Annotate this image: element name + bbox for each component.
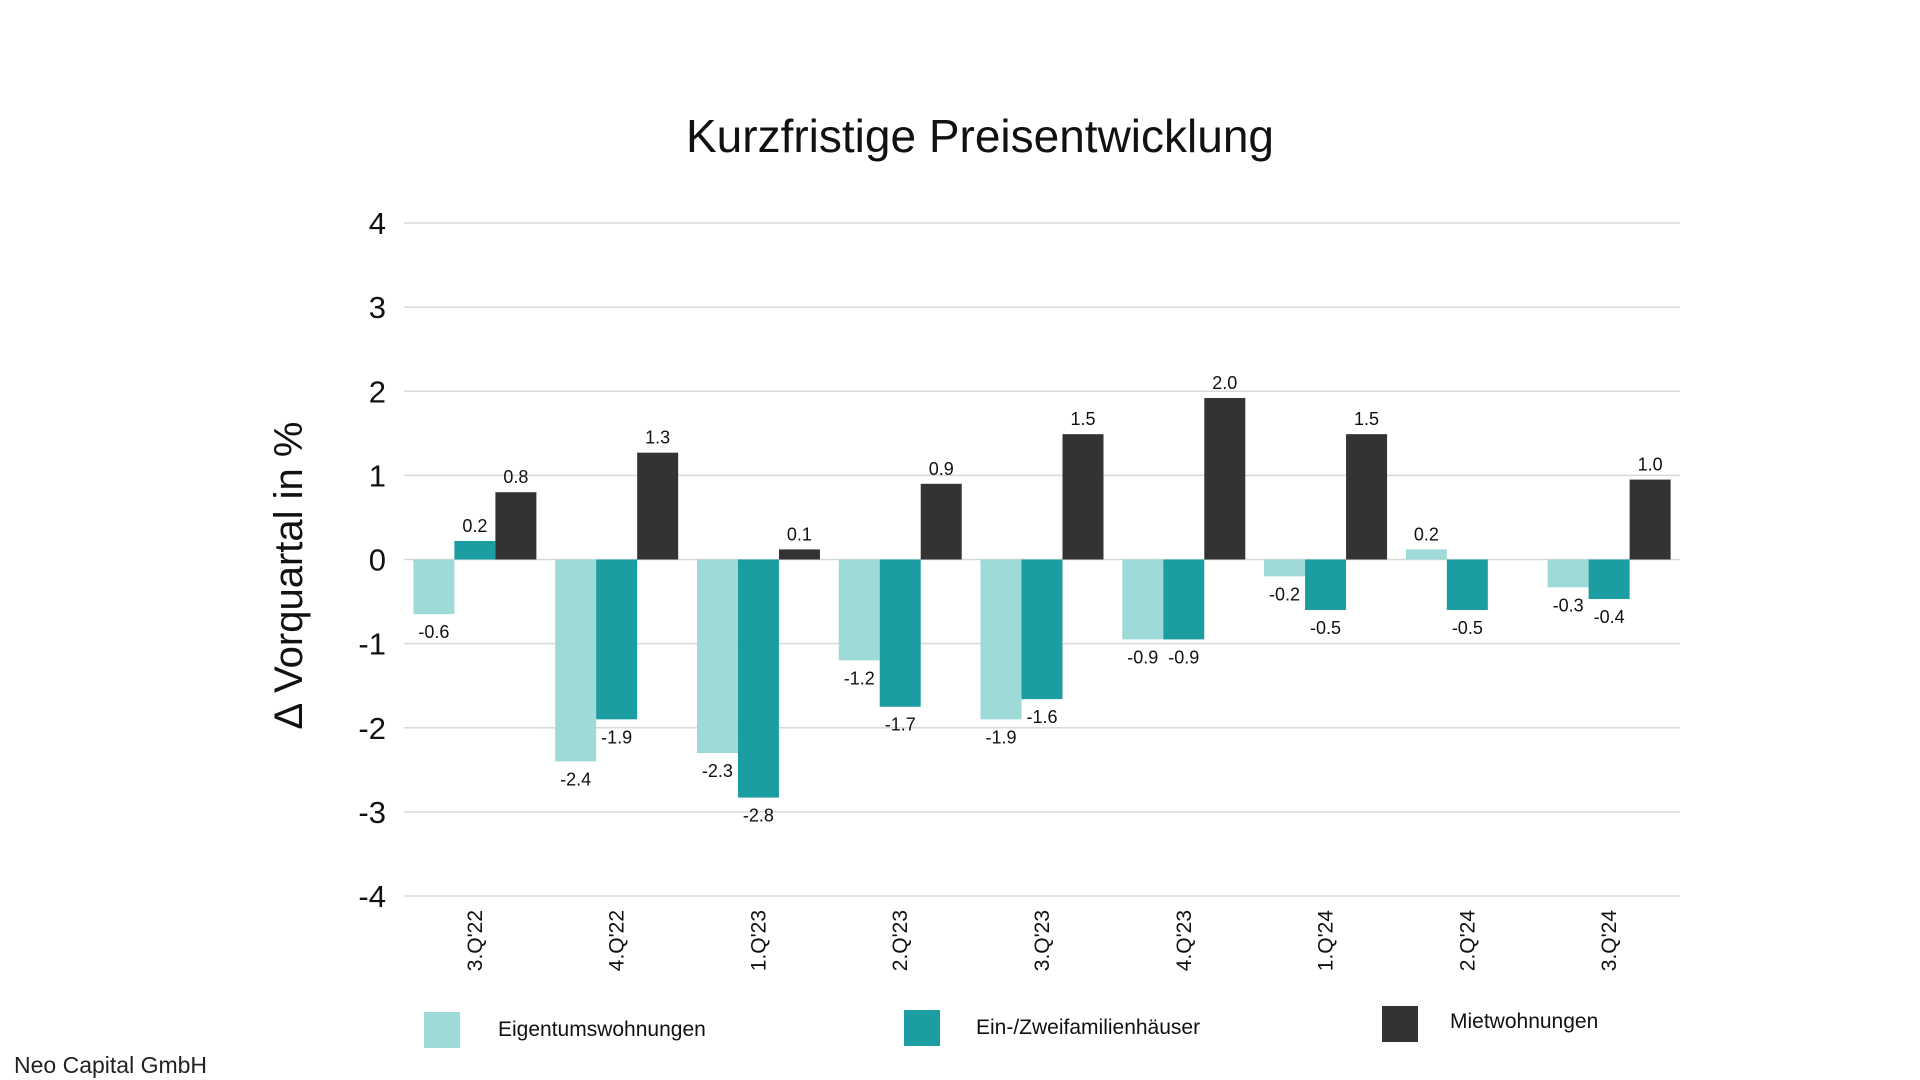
legend-swatch-mietwohnungen bbox=[1382, 1006, 1418, 1042]
bar bbox=[454, 540, 496, 560]
data-label: 0.9 bbox=[929, 459, 954, 479]
data-label: 1.5 bbox=[1070, 409, 1095, 429]
data-label: 0.1 bbox=[787, 524, 812, 544]
bar bbox=[1062, 434, 1104, 560]
bar bbox=[1629, 479, 1671, 560]
bar bbox=[413, 559, 455, 615]
legend-swatch-ein-zweifamilienhaeuser bbox=[904, 1010, 940, 1046]
data-label: -0.2 bbox=[1269, 584, 1300, 604]
x-tick-label: 4.Q'23 bbox=[1173, 910, 1196, 971]
bar bbox=[838, 559, 880, 661]
data-label: -1.9 bbox=[601, 727, 632, 747]
legend-label-ein-zweifamilienhaeuser: Ein-/Zweifamilienhäuser bbox=[976, 1016, 1200, 1039]
chart-title: Kurzfristige Preisentwicklung bbox=[686, 110, 1274, 162]
bar bbox=[879, 559, 921, 707]
legend: Eigentumswohnungen Ein-/Zweifamilienhäus… bbox=[424, 1006, 1598, 1048]
data-label: 0.2 bbox=[462, 516, 487, 536]
data-label: 1.5 bbox=[1354, 409, 1379, 429]
bar bbox=[1163, 559, 1205, 640]
bar bbox=[495, 492, 537, 560]
x-tick-label: 1.Q'23 bbox=[747, 910, 770, 971]
legend-label-mietwohnungen: Mietwohnungen bbox=[1450, 1010, 1598, 1033]
bar bbox=[920, 483, 962, 560]
x-tick-label: 3.Q'24 bbox=[1598, 910, 1621, 972]
y-tick-label: 1 bbox=[369, 458, 386, 493]
bar bbox=[1588, 559, 1630, 600]
data-label: -2.8 bbox=[743, 806, 774, 826]
y-tick-label: 0 bbox=[369, 543, 386, 578]
data-label: 1.0 bbox=[1638, 455, 1663, 475]
y-tick-label: -2 bbox=[358, 711, 386, 746]
bar bbox=[980, 559, 1022, 720]
data-label: 2.0 bbox=[1212, 373, 1237, 393]
legend-label-eigentumswohnungen: Eigentumswohnungen bbox=[498, 1018, 706, 1041]
bar bbox=[1346, 434, 1388, 560]
x-tick-label: 3.Q'22 bbox=[464, 910, 487, 971]
data-label: -0.3 bbox=[1553, 595, 1584, 615]
bar bbox=[1305, 559, 1347, 610]
y-tick-label: -1 bbox=[358, 627, 386, 662]
data-label: -0.4 bbox=[1594, 607, 1625, 627]
y-tick-label: 3 bbox=[369, 290, 386, 325]
bar bbox=[778, 549, 820, 560]
bars bbox=[413, 397, 1671, 798]
bar bbox=[1446, 559, 1488, 610]
footer-company: Neo Capital GmbH bbox=[14, 1052, 207, 1078]
y-axis: 4 3 2 1 0 -1 -2 -3 -4 bbox=[358, 206, 386, 914]
x-tick-label: 3.Q'23 bbox=[1031, 910, 1054, 971]
legend-swatch-eigentumswohnungen bbox=[424, 1012, 460, 1048]
data-label: -1.9 bbox=[985, 727, 1016, 747]
y-tick-label: -4 bbox=[358, 879, 386, 914]
bar bbox=[1122, 559, 1164, 640]
data-label: -2.4 bbox=[560, 769, 591, 789]
bar bbox=[1204, 397, 1246, 560]
bar bbox=[555, 559, 597, 762]
y-axis-label: ∆ Vorquartal in % bbox=[267, 422, 311, 729]
bar bbox=[637, 452, 679, 560]
data-label: -0.5 bbox=[1310, 618, 1341, 638]
bar bbox=[1264, 559, 1306, 577]
x-tick-label: 1.Q'24 bbox=[1315, 910, 1338, 972]
bar bbox=[596, 559, 638, 720]
data-label: -1.2 bbox=[844, 668, 875, 688]
x-tick-label: 4.Q'22 bbox=[606, 910, 629, 971]
data-label: -0.9 bbox=[1168, 647, 1199, 667]
y-tick-label: 2 bbox=[369, 374, 386, 409]
y-tick-label: 4 bbox=[369, 206, 386, 241]
bar bbox=[696, 559, 738, 753]
bar bbox=[1021, 559, 1063, 700]
x-tick-label: 2.Q'24 bbox=[1456, 910, 1479, 972]
x-tick-label: 2.Q'23 bbox=[889, 910, 912, 971]
bar bbox=[737, 559, 779, 798]
data-label: -1.6 bbox=[1026, 707, 1057, 727]
data-label: 1.3 bbox=[645, 428, 670, 448]
bar bbox=[1547, 559, 1589, 588]
data-label: -0.5 bbox=[1452, 618, 1483, 638]
data-label: 0.2 bbox=[1414, 524, 1439, 544]
data-label: 0.8 bbox=[503, 467, 528, 487]
data-label: -0.9 bbox=[1127, 647, 1158, 667]
data-label: -1.7 bbox=[885, 715, 916, 735]
x-axis: 3.Q'22 4.Q'22 1.Q'23 2.Q'23 3.Q'23 4.Q'23 1.Q'… bbox=[464, 910, 1621, 972]
y-tick-label: -3 bbox=[358, 795, 386, 830]
data-label: -2.3 bbox=[702, 761, 733, 781]
data-label: -0.6 bbox=[418, 622, 449, 642]
bar bbox=[1405, 549, 1447, 560]
data-labels: -0.6 -2.4 -2.3 -1.2 -1.9 -0.9 -0.2 0.2 -0.3 0.2 -1… bbox=[418, 373, 1662, 826]
